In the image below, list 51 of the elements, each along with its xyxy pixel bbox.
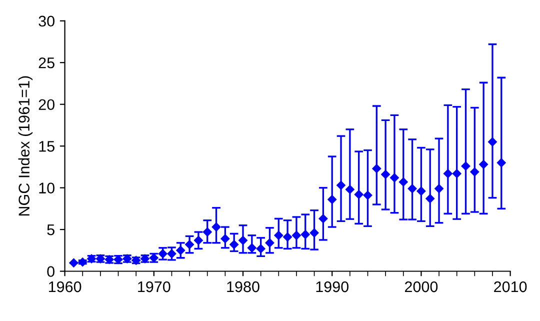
- point: [230, 240, 239, 249]
- y-tick-label: 0: [47, 266, 54, 277]
- point: [194, 236, 203, 245]
- point: [336, 180, 346, 190]
- point: [176, 246, 186, 255]
- point: [292, 230, 301, 240]
- point: [444, 169, 452, 178]
- point: [479, 160, 488, 169]
- point: [300, 230, 310, 239]
- x-tick-label: 1980: [227, 281, 260, 292]
- y-tick-label: 20: [38, 99, 54, 110]
- point: [202, 228, 212, 236]
- x-tick-label: 1990: [316, 281, 348, 292]
- point: [265, 238, 274, 248]
- point: [488, 137, 497, 146]
- point: [167, 249, 176, 258]
- point: [274, 230, 284, 240]
- point: [461, 162, 470, 171]
- point: [328, 195, 337, 204]
- x-tick-label: 2010: [494, 281, 527, 292]
- y-tick-label: 10: [39, 182, 54, 194]
- point: [220, 234, 230, 244]
- point: [398, 178, 408, 186]
- point: [256, 244, 266, 254]
- point: [363, 190, 372, 200]
- point: [212, 222, 221, 232]
- point: [310, 228, 319, 238]
- y-tick-label: 15: [39, 141, 54, 152]
- point: [345, 185, 354, 194]
- point: [408, 184, 417, 194]
- point: [318, 214, 328, 224]
- point: [381, 170, 390, 179]
- y-tick-label: 5: [47, 224, 54, 236]
- point: [416, 186, 426, 196]
- y-tick-label: 25: [38, 57, 54, 68]
- x-tick-label: 1970: [138, 281, 170, 292]
- point: [238, 236, 248, 245]
- point: [470, 168, 480, 176]
- x-tick-label: 1960: [48, 281, 82, 292]
- point: [185, 240, 194, 249]
- point: [390, 173, 399, 182]
- point: [354, 190, 364, 199]
- point: [496, 158, 506, 168]
- point: [434, 184, 444, 194]
- point: [372, 164, 382, 174]
- y-axis-title: NGC Index (1961=1): [18, 76, 33, 216]
- y-tick-label: 30: [38, 16, 54, 27]
- point: [283, 232, 292, 242]
- point: [452, 169, 462, 178]
- point: [426, 194, 435, 204]
- x-tick-label: 2000: [404, 281, 438, 292]
